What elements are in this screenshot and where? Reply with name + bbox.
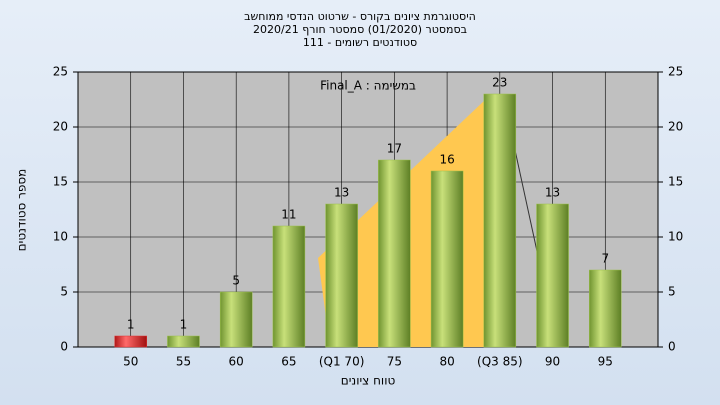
x-axis-label: טווח ציונים <box>341 374 396 388</box>
data-label: 13 <box>334 186 349 200</box>
annotation: במשימה : Final_A <box>320 79 416 93</box>
quartile-area <box>318 100 515 347</box>
data-label: 11 <box>281 208 296 222</box>
y2-tick-label: 25 <box>668 65 683 79</box>
y-tick-label: 0 <box>60 340 68 354</box>
bar <box>430 170 464 348</box>
y2-tick-label: 15 <box>668 175 683 189</box>
bar <box>325 203 358 348</box>
bar <box>589 269 622 348</box>
x-tick-label: 65 <box>281 355 296 369</box>
x-tick-label: (Q3 85) <box>477 355 523 369</box>
decor-line <box>514 149 541 266</box>
bar <box>536 203 569 348</box>
y-tick-label: 5 <box>60 285 68 299</box>
bar <box>272 225 306 348</box>
data-label: 17 <box>387 142 402 156</box>
data-label: 1 <box>180 318 188 332</box>
chart-title: היסטוגרמת ציונים בקורס - שרטוט הנדסי ממו… <box>244 10 476 23</box>
data-label: 1 <box>127 318 135 332</box>
data-label: 16 <box>439 153 454 167</box>
data-label: 13 <box>545 186 560 200</box>
x-tick-label: 55 <box>176 355 191 369</box>
x-tick-label: 80 <box>439 355 454 369</box>
x-tick-label: (Q1 70) <box>319 355 365 369</box>
y-tick-label: 10 <box>53 230 68 244</box>
y-tick-label: 20 <box>53 120 68 134</box>
bar <box>378 159 411 348</box>
y2-tick-label: 10 <box>668 230 683 244</box>
x-tick-label: 95 <box>598 355 613 369</box>
chart-subtitle: סטודנטים רשומים - 111 <box>303 36 417 49</box>
x-tick-label: 50 <box>123 355 138 369</box>
y-axis-label: מספר סטודנטים <box>15 169 29 252</box>
y-tick-label: 25 <box>53 65 68 79</box>
x-tick-label: 75 <box>387 355 402 369</box>
y2-tick-label: 5 <box>668 285 676 299</box>
bar <box>219 291 253 348</box>
chart-subtitle: בסמסטר (01/2020) סמסטר חורף 2020/21 <box>253 23 467 36</box>
y-tick-label: 15 <box>53 175 68 189</box>
x-tick-label: 60 <box>229 355 244 369</box>
data-label: 5 <box>232 274 240 288</box>
bar <box>483 93 517 348</box>
bar <box>167 335 200 348</box>
data-label: 7 <box>601 252 609 266</box>
data-label: 23 <box>492 76 507 90</box>
y2-tick-label: 0 <box>668 340 676 354</box>
x-tick-label: 90 <box>545 355 560 369</box>
y2-tick-label: 20 <box>668 120 683 134</box>
bar <box>114 335 147 348</box>
